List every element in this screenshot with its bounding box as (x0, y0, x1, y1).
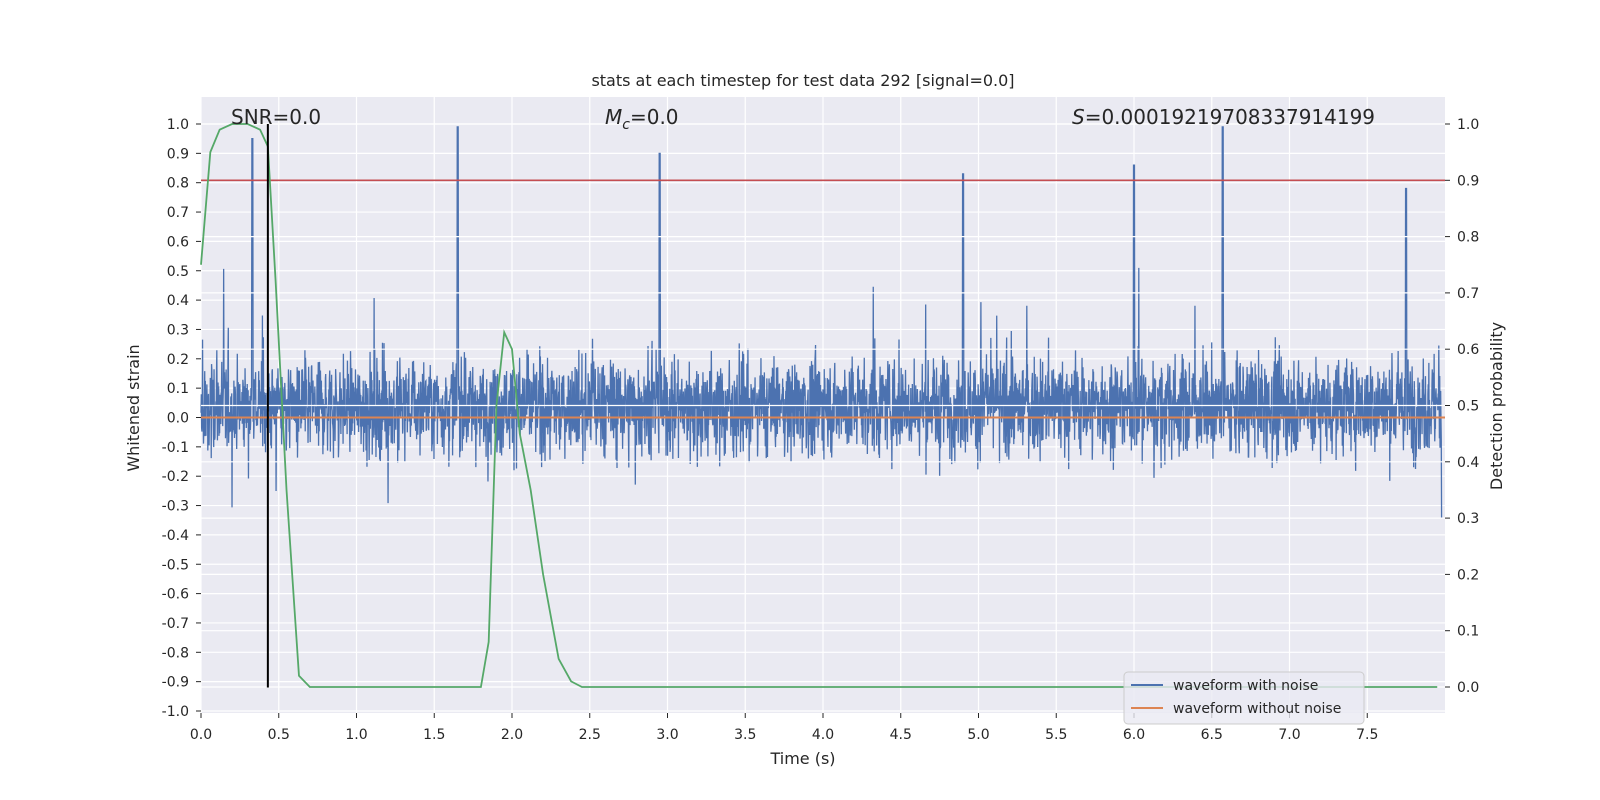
y-tick-label: -0.3 (162, 499, 189, 515)
s-symbol: S (1072, 105, 1085, 129)
detection-probability-line (200, 123, 1438, 688)
y2-tick-label: 0.1 (1457, 624, 1479, 640)
legend: waveform with noise waveform without noi… (1123, 671, 1365, 725)
chirp-mass-value: =0.0 (630, 105, 679, 129)
s-annotation: S=0.000192197083379141​99 (1072, 105, 1375, 129)
snr-annotation: SNR=0.0 (231, 105, 321, 129)
y-tick-label: -0.9 (162, 675, 189, 691)
y2-tick-label: 0.2 (1457, 567, 1479, 583)
x-tick-label: 5.5 (1045, 727, 1067, 743)
y-tick-label: -0.1 (162, 440, 189, 456)
y-tick-label: 0.3 (167, 322, 189, 338)
x-tick-label: 1.5 (423, 727, 445, 743)
x-tick-label: 4.0 (812, 727, 834, 743)
y-tick-label: 0.2 (167, 352, 189, 368)
y2-axis-label: Detection probability (1487, 322, 1506, 490)
series-waveform-with-noise (200, 126, 1443, 519)
x-tick-label: 0.0 (190, 727, 212, 743)
y-tick-label: -0.6 (162, 587, 189, 603)
x-tick-label: 6.0 (1123, 727, 1145, 743)
y-tick-label: 0.4 (167, 293, 189, 309)
x-tick-label: 2.5 (579, 727, 601, 743)
y-tick-label: 0.5 (167, 264, 189, 280)
y2-tick-label: 0.4 (1457, 455, 1479, 471)
y-tick-label: 0.7 (167, 205, 189, 221)
x-tick-label: 7.5 (1356, 727, 1378, 743)
y-axis-label: Whitened strain (124, 344, 143, 471)
y2-tick-label: 1.0 (1457, 117, 1479, 133)
y2-axis-ticks: 1.0 0.9 0.8 0.7 0.6 0.5 0.4 0.3 0.2 0.1 0.0 (1445, 117, 1479, 696)
y2-tick-label: 0.9 (1457, 173, 1479, 189)
y-tick-label: -0.7 (162, 616, 189, 632)
y2-tick-label: 0.7 (1457, 286, 1479, 302)
y2-tick-label: 0.3 (1457, 511, 1479, 527)
x-tick-label: 2.0 (501, 727, 523, 743)
y-tick-label: 1.0 (167, 117, 189, 133)
x-tick-label: 1.0 (345, 727, 367, 743)
x-tick-label: 7.0 (1278, 727, 1300, 743)
y-axis-ticks: 1.0 0.9 0.8 0.7 0.6 0.5 0.4 0.3 0.2 0.1 0.0 -0.1 -0.… (162, 117, 201, 720)
y-tick-label: 0.6 (167, 234, 189, 250)
y-tick-label: 0.9 (167, 146, 189, 162)
chirp-mass-symbol: M (605, 105, 622, 129)
noise-waveform-line (200, 126, 1443, 519)
chirp-mass-annotation: Mc=0.0 (605, 105, 679, 133)
y2-tick-label: 0.6 (1457, 342, 1479, 358)
x-tick-label: 3.0 (656, 727, 678, 743)
y-tick-label: -1.0 (162, 704, 189, 720)
x-tick-label: 3.5 (734, 727, 756, 743)
y-tick-label: 0.0 (167, 411, 189, 427)
y-tick-label: -0.8 (162, 645, 189, 661)
y2-tick-label: 0.0 (1457, 680, 1479, 696)
x-tick-label: 4.5 (890, 727, 912, 743)
y-tick-label: 0.1 (167, 381, 189, 397)
y-tick-label: -0.2 (162, 469, 189, 485)
y2-tick-label: 0.5 (1457, 399, 1479, 415)
x-axis-label: Time (s) (769, 749, 835, 768)
y-tick-label: 0.8 (167, 176, 189, 192)
x-axis-ticks: 0.0 0.5 1.0 1.5 2.0 2.5 3.0 3.5 4.0 4.5 5.0 5.5 6.0 6… (190, 713, 1378, 743)
x-tick-label: 6.5 (1201, 727, 1223, 743)
y-tick-label: -0.4 (162, 528, 189, 544)
x-tick-label: 0.5 (268, 727, 290, 743)
y2-tick-label: 0.8 (1457, 230, 1479, 246)
series-lines (200, 123, 1445, 688)
legend-label-noise: waveform with noise (1173, 678, 1318, 694)
chart-title: stats at each timestep for test data 292… (591, 71, 1014, 90)
y-tick-label: -0.5 (162, 557, 189, 573)
chirp-mass-subscript: c (622, 117, 630, 133)
legend-label-clean: waveform without noise (1173, 701, 1341, 717)
s-value: =0.000192197083379141​99 (1085, 105, 1375, 129)
x-tick-label: 5.0 (967, 727, 989, 743)
